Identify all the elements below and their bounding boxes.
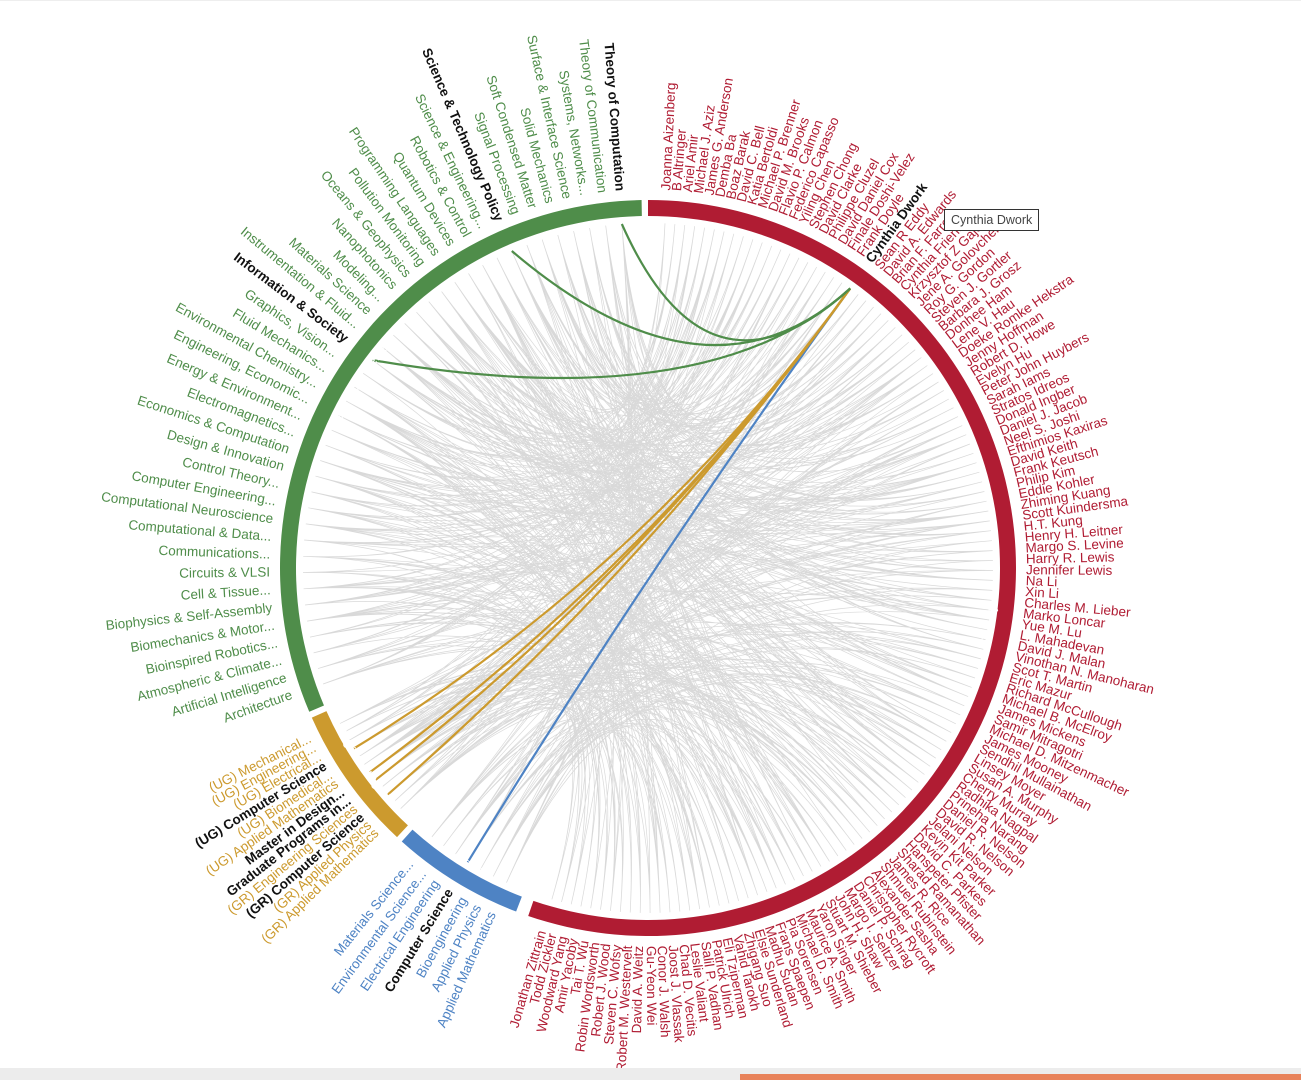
highlighted-link-layer (353, 223, 852, 863)
bottom-progress-accent (740, 1074, 1301, 1080)
group-arc-programs[interactable] (311, 711, 408, 838)
group-arc-research[interactable] (279, 200, 642, 712)
group-arc-areas[interactable] (401, 829, 522, 912)
label-joost-j-vlassak[interactable]: Joost J. Vlassak (666, 945, 687, 1044)
link-theory-of-computation (620, 223, 851, 342)
label-b-altringer[interactable]: B Altringer (669, 128, 689, 192)
link-ug-computer-science (353, 287, 852, 750)
label-circuits-vlsi[interactable]: Circuits & VLSI (179, 565, 270, 581)
link-layer (302, 223, 994, 914)
top-border (0, 0, 1301, 1)
label-communications[interactable]: Communications... (158, 543, 270, 562)
background-links (302, 223, 994, 914)
link-computer-science (466, 287, 852, 863)
label-joanna-aizenberg[interactable]: Joanna Aizenberg (658, 82, 678, 191)
label-cell-tissue[interactable]: Cell & Tissue... (180, 582, 271, 602)
label-conor-j-walsh[interactable]: Conor J. Walsh (655, 945, 673, 1037)
hover-tooltip: Cynthia Dwork (944, 209, 1040, 231)
label-jennifer-lewis[interactable]: Jennifer Lewis (1026, 562, 1113, 578)
label-gu-yeon-wei[interactable]: Gu-Yeon Wei (644, 946, 659, 1026)
label-margo-s-levine[interactable]: Margo S. Levine (1025, 536, 1124, 556)
label-robert-m-westervelt[interactable]: Robert M. Westervelt (614, 945, 636, 1072)
label-ariel-amir[interactable]: Ariel Amir (680, 133, 701, 193)
label-h-t-kung[interactable]: H.T. Kung (1023, 512, 1084, 533)
label-na-li[interactable]: Na Li (1026, 573, 1058, 589)
label-david-a-weitz[interactable]: David A. Weitz (629, 945, 646, 1033)
label-harry-r-lewis[interactable]: Harry R. Lewis (1026, 549, 1115, 566)
label-xin-li[interactable]: Xin Li (1025, 584, 1060, 601)
